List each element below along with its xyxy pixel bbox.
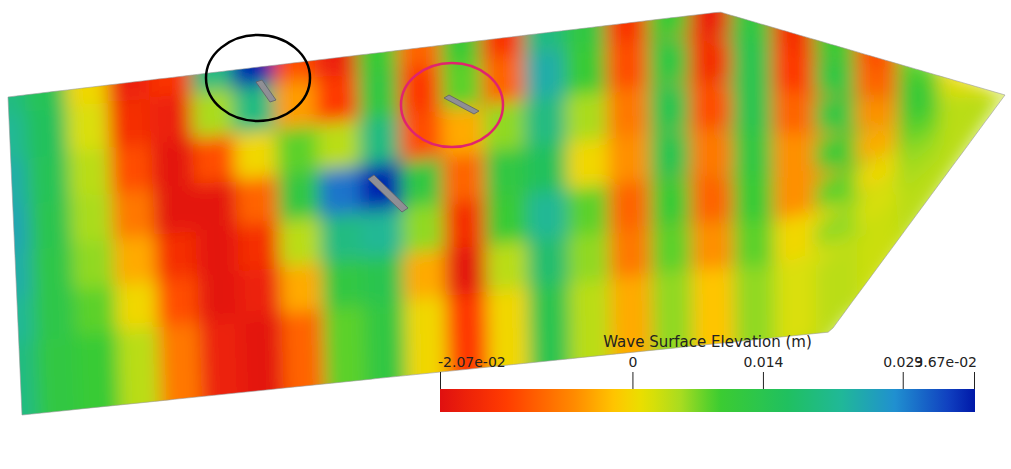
colorbar-tick — [763, 372, 764, 389]
colorbar-title: Wave Surface Elevation (m) — [603, 333, 812, 351]
colorbar-tick — [974, 372, 975, 389]
surface-edge — [8, 12, 1005, 415]
highlight-circle — [401, 63, 503, 147]
structure — [256, 80, 276, 102]
structure — [368, 175, 408, 212]
figure: Wave Surface Elevation (m) -2.07e-02 0 0.01… — [0, 0, 1011, 469]
colorbar-tick-label: 0 — [628, 354, 637, 370]
colorbar-tick — [440, 372, 441, 389]
colorbar-tick-label: 3.67e-02 — [914, 354, 977, 370]
colorbar-tick — [903, 372, 904, 389]
surface-cell — [939, 58, 1011, 193]
surface-cells — [0, 0, 1011, 445]
colorbar-tick-label: 0.014 — [743, 354, 783, 370]
surface — [0, 0, 1011, 445]
colorbar-tick-label: -2.07e-02 — [438, 354, 506, 370]
colorbar — [440, 389, 975, 412]
colorbar-tick — [632, 372, 633, 389]
highlight-circle — [206, 35, 310, 121]
structure — [444, 95, 479, 114]
